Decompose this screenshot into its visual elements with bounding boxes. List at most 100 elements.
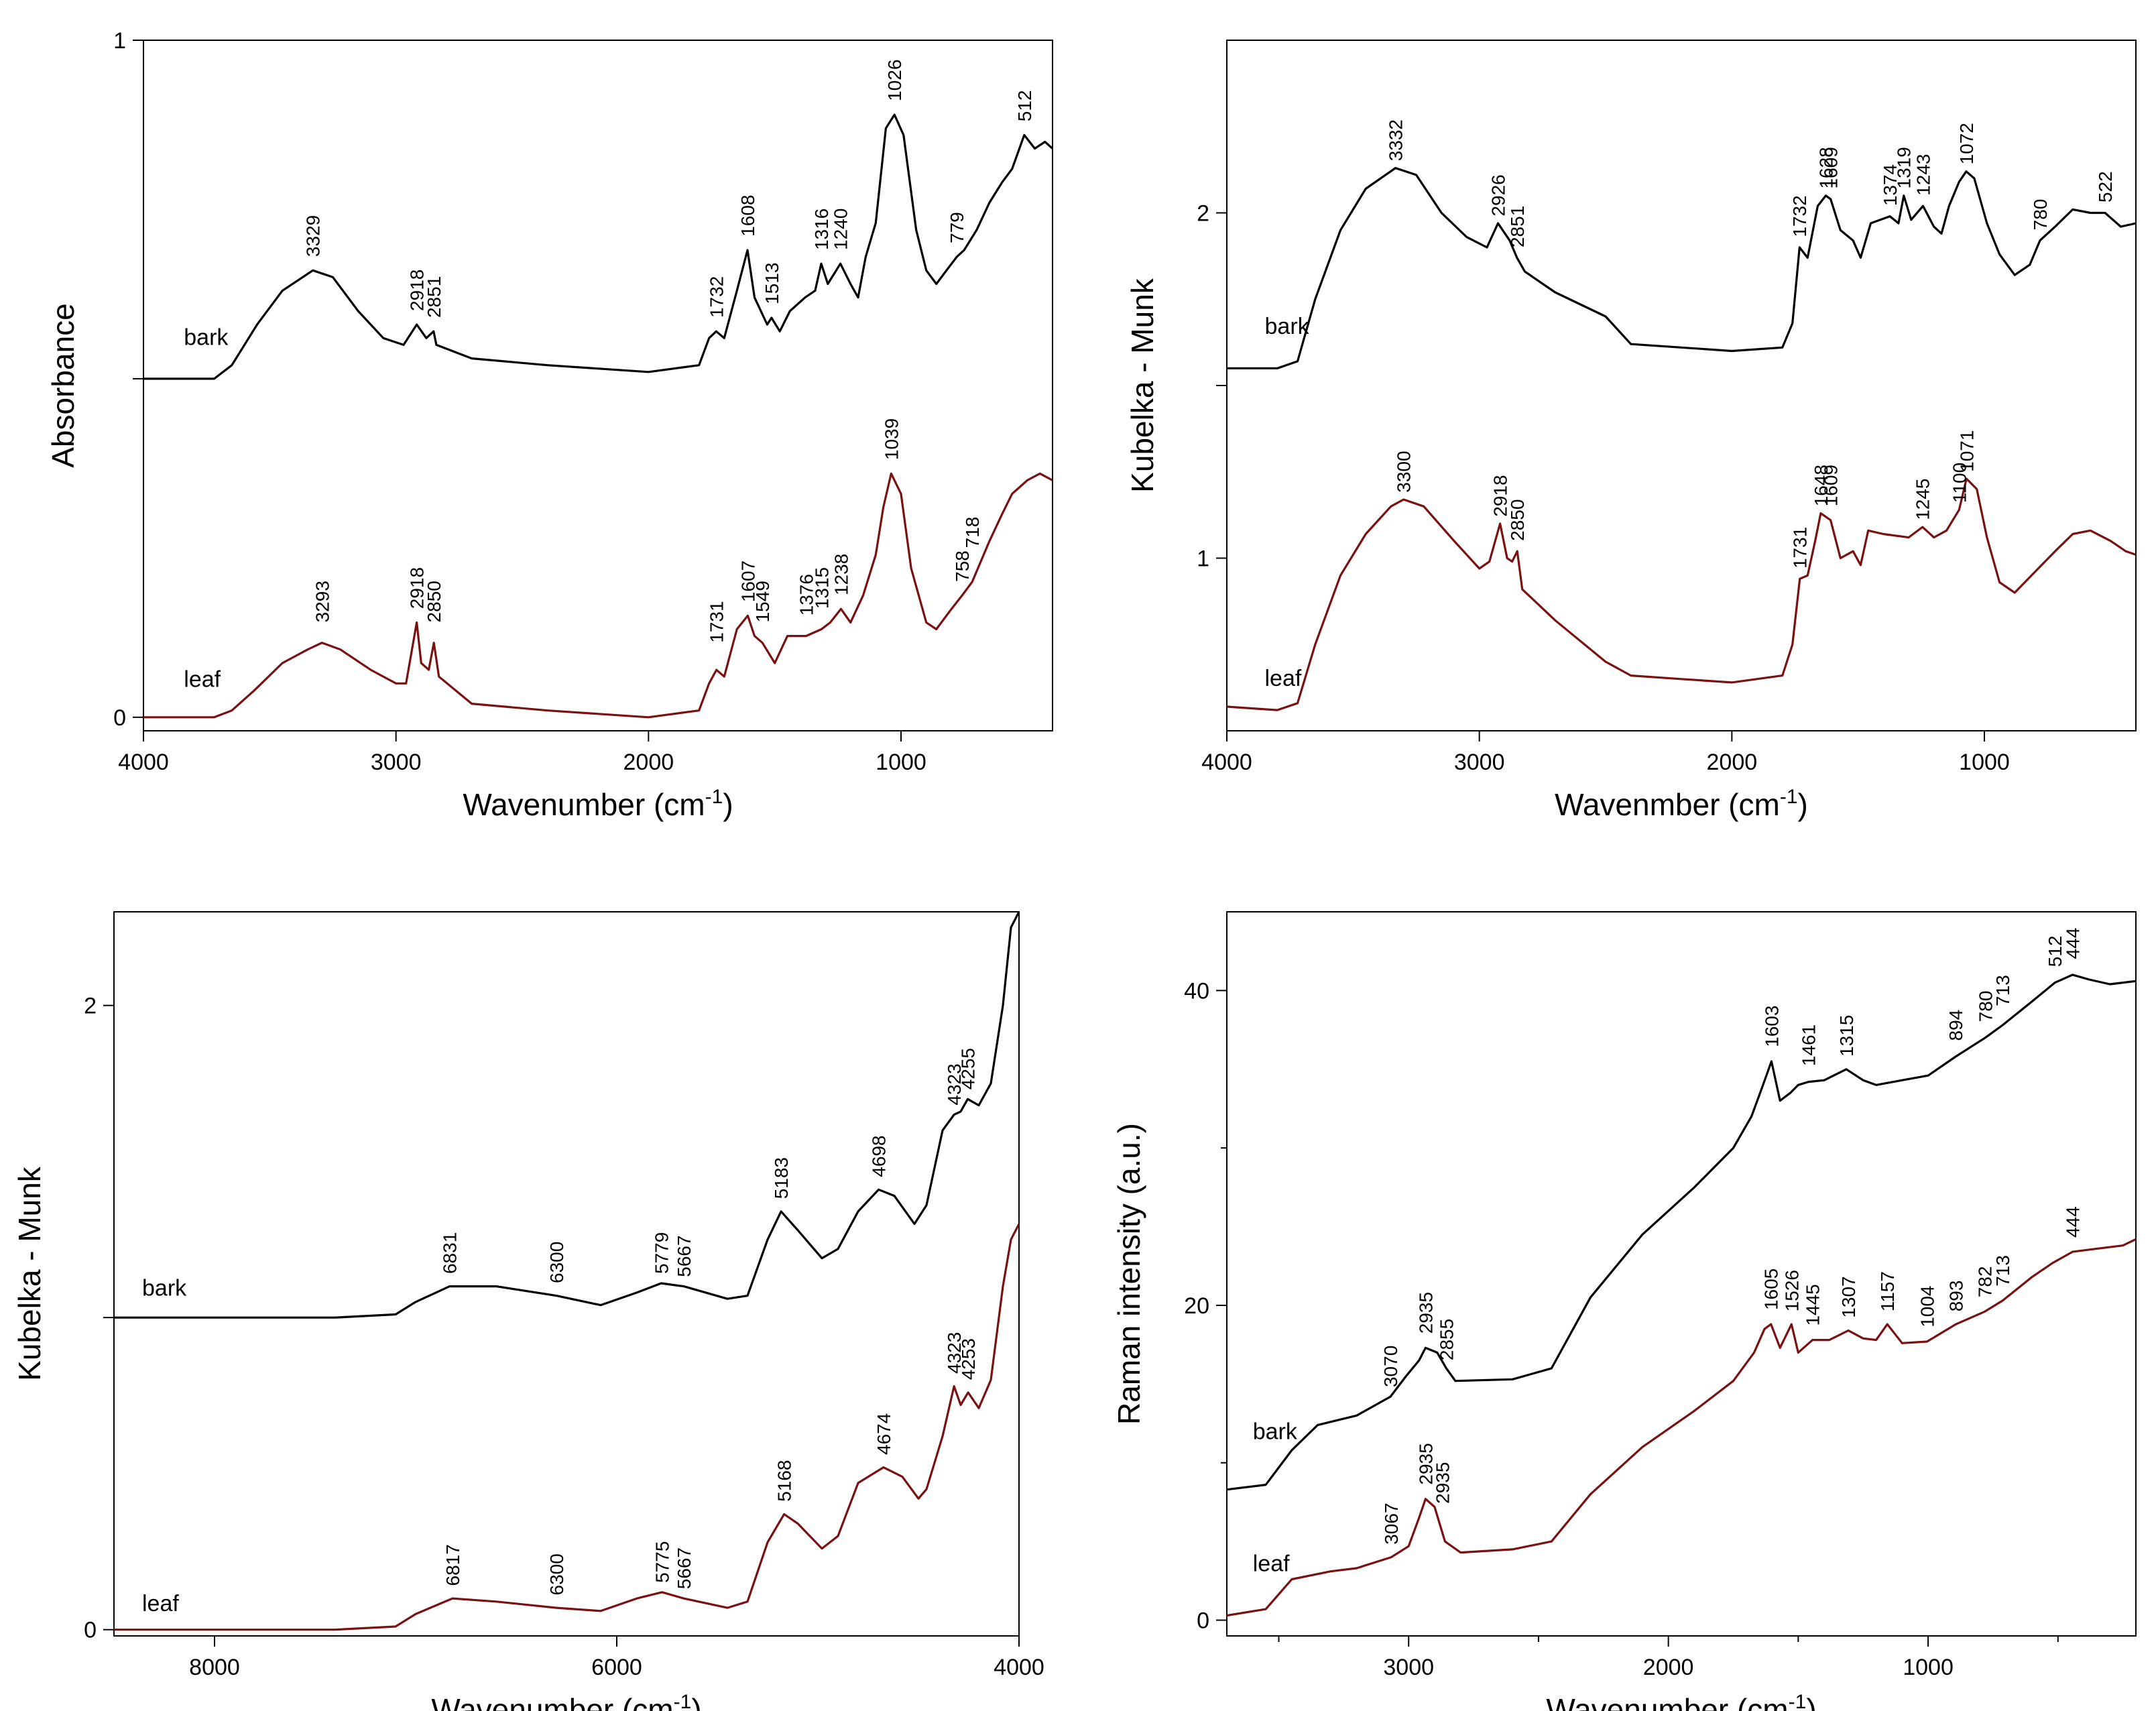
chart-2-series-bark-line	[114, 912, 1019, 1319]
chart-0-peak-label: 1316	[811, 209, 832, 250]
chart-1-peak-label: 3300	[1394, 451, 1415, 492]
chart-3-peak-label: 1307	[1838, 1276, 1859, 1317]
chart-3-ytick-label: 40	[1184, 978, 1209, 1004]
chart-2-ytick-label: 0	[84, 1618, 97, 1643]
chart-1-series-leaf-label: leaf	[1265, 666, 1302, 691]
chart-3-peak-label: 512	[2045, 935, 2065, 967]
chart-3-peak-label: 893	[1946, 1281, 1967, 1312]
chart-2-peak-label: 6300	[546, 1242, 567, 1283]
chart-0-peak-label: 1238	[831, 554, 851, 595]
chart-1-xlabel: Wavenmber (cm-1)	[1555, 786, 1808, 822]
chart-3-ytick-label: 0	[1197, 1608, 1209, 1634]
chart-1-frame	[1226, 40, 2137, 731]
chart-1-peak-label: 1071	[1956, 430, 1977, 472]
chart-1-peak-label: 1732	[1789, 195, 1810, 237]
chart-3-ytick-label: 20	[1184, 1293, 1209, 1319]
chart-1-peak-label: 2926	[1488, 174, 1509, 216]
chart-2-xtick-label: 4000	[994, 1655, 1044, 1680]
chart-1-xtick-label: 2000	[1707, 750, 1758, 775]
chart-3-peak-label: 1445	[1803, 1284, 1823, 1325]
chart-2-peak-label: 6831	[440, 1232, 461, 1274]
chart-0-xtick-label: 4000	[118, 750, 169, 775]
chart-2-peak-label: 4255	[958, 1048, 979, 1089]
chart-0-peak-label: 1240	[831, 209, 851, 250]
chart-0-peak-label: 1026	[884, 60, 905, 101]
chart-3-peak-label: 2935	[1415, 1443, 1436, 1484]
chart-1-ytick-label: 1	[1197, 546, 1209, 572]
chart-1-peak-label: 1628	[1815, 147, 1836, 188]
chart-2-peak-label: 5775	[652, 1541, 672, 1583]
chart-2-peak-label: 4674	[874, 1413, 894, 1455]
chart-2-series-leaf-label: leaf	[142, 1591, 179, 1616]
panel-absorbance: 4000 3000 2000 1000 1 0 Wavenumber (cm-1) Absor…	[46, 28, 1053, 822]
chart-0-peak-label: 1376	[796, 574, 817, 615]
chart-0-series-bark-label: bark	[184, 324, 229, 350]
chart-0-peak-label: 779	[947, 212, 967, 243]
chart-3-frame	[1226, 911, 2137, 1637]
chart-1-peak-label: 1319	[1894, 147, 1915, 188]
chart-3-peak-label: 1526	[1781, 1270, 1802, 1311]
chart-0-peak-label: 1039	[881, 418, 902, 460]
chart-0-peak-label: 1607	[737, 560, 758, 602]
chart-3-peak-label: 2855	[1436, 1319, 1457, 1360]
chart-3-peak-label: 2935	[1415, 1292, 1436, 1334]
chart-3-series-leaf-line	[1227, 1238, 2136, 1617]
chart-3-peak-label: 2935	[1433, 1462, 1453, 1504]
chart-1-peak-label: 2851	[1507, 206, 1528, 247]
chart-0-series-leaf-label: leaf	[184, 666, 221, 692]
chart-1-peak-label: 1374	[1880, 164, 1901, 206]
chart-0-peak-label: 758	[952, 550, 973, 582]
chart-3-peak-label: 1004	[1917, 1285, 1938, 1327]
chart-1-ytick-label: 2	[1197, 201, 1209, 227]
chart-2-series-leaf-line	[114, 1223, 1019, 1631]
chart-0-xlabel: Wavenumber (cm-1)	[463, 786, 733, 822]
chart-1-ylabel: Kubelka - Munk	[1125, 278, 1160, 493]
chart-2-peak-label: 5168	[774, 1460, 795, 1502]
chart-3-series-bark-label: bark	[1253, 1419, 1298, 1445]
chart-3-peak-label: 1157	[1877, 1271, 1898, 1311]
chart-0-peak-label: 3329	[303, 215, 324, 257]
chart-1-series-leaf-line	[1227, 477, 2136, 711]
chart-2-peak-label: 6300	[546, 1553, 567, 1595]
panel-kubelka-munk-nir: 8000 6000 4000 2 0 Wavenumber (cm-1) Kubelka -…	[12, 911, 1044, 1711]
chart-3-xtick-label: 1000	[1903, 1655, 1954, 1680]
chart-1-xtick-label: 1000	[1959, 750, 2010, 775]
chart-3-peak-label: 713	[1992, 1255, 2013, 1287]
chart-2-peak-label: 5667	[674, 1547, 695, 1589]
chart-1-peak-label: 1731	[1790, 527, 1811, 569]
chart-1-peak-label: 1072	[1956, 123, 1977, 164]
chart-2-peak-label: 4323	[944, 1332, 965, 1374]
chart-2-peak-label: 5667	[674, 1235, 695, 1277]
chart-1-peak-label: 780	[2030, 199, 2051, 231]
chart-1-series-bark-line	[1227, 167, 2136, 369]
chart-0-peak-label: 1315	[811, 567, 832, 609]
chart-1-peak-label: 1609	[1821, 147, 1842, 188]
chart-0-peak-label: 512	[1014, 90, 1035, 121]
chart-0-ytick-label: 1	[113, 28, 126, 54]
chart-3-peak-label: 780	[1975, 991, 1996, 1022]
chart-0-peak-label: 718	[962, 517, 983, 548]
chart-2-ytick-label: 2	[84, 994, 97, 1019]
chart-1-peak-label: 1648	[1811, 465, 1832, 506]
panel-raman: 3000 2000 1000 40 20 0 Wavenumber (cm-1) Raman …	[1112, 911, 2137, 1711]
chart-0-frame	[143, 40, 1053, 731]
chart-1-peak-label: 3332	[1386, 119, 1406, 161]
chart-1-peak-label: 1100	[1949, 463, 1970, 503]
chart-3-xtick-label: 2000	[1643, 1655, 1694, 1680]
chart-0-ytick-label: 0	[113, 705, 126, 731]
chart-0-series-leaf-line	[143, 472, 1053, 719]
chart-0-xtick-label: 3000	[371, 750, 422, 775]
chart-0-ylabel: Absorbance	[46, 303, 80, 468]
chart-0-peak-label: 2918	[407, 567, 428, 609]
chart-2-frame	[113, 911, 1020, 1637]
chart-0-xtick-label: 2000	[623, 750, 674, 775]
chart-3-peak-label: 444	[2063, 928, 2084, 959]
chart-0-peak-label: 1732	[706, 276, 727, 318]
chart-1-peak-label: 2850	[1507, 499, 1528, 541]
chart-0-peak-label: 1513	[762, 263, 782, 304]
chart-0-peak-label: 1608	[737, 195, 758, 237]
chart-0-series-bark-line	[143, 113, 1053, 380]
chart-0-peak-label: 2850	[424, 581, 444, 622]
chart-2-xtick-label: 6000	[591, 1655, 642, 1680]
